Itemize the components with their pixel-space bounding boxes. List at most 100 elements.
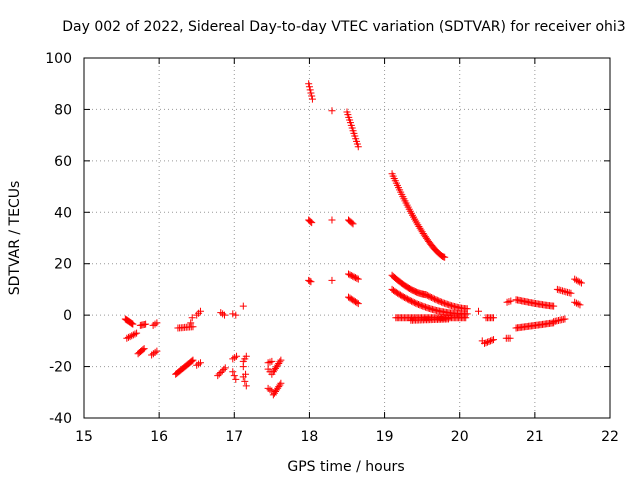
data-point xyxy=(462,314,470,322)
data-point xyxy=(196,307,204,315)
data-point xyxy=(151,348,159,356)
data-point xyxy=(348,219,356,227)
data-point xyxy=(149,350,157,358)
data-point xyxy=(239,373,247,381)
y-tick-label: -20 xyxy=(49,360,72,376)
data-point xyxy=(505,298,513,306)
data-point xyxy=(148,351,156,359)
data-point xyxy=(266,386,274,394)
data-point xyxy=(485,338,493,345)
data-point xyxy=(349,220,357,228)
data-point xyxy=(571,298,579,306)
data-point xyxy=(133,329,141,337)
y-tick-label: -40 xyxy=(49,411,72,427)
data-point xyxy=(219,310,227,318)
data-point xyxy=(422,291,430,299)
data-point xyxy=(425,292,433,300)
y-tick-label: 80 xyxy=(54,102,72,118)
data-point xyxy=(433,296,441,304)
data-point xyxy=(233,352,241,360)
data-point xyxy=(503,298,511,306)
data-point xyxy=(487,337,495,345)
data-point xyxy=(490,314,498,322)
data-point xyxy=(266,358,274,366)
data-point xyxy=(128,320,136,328)
data-point xyxy=(305,80,313,88)
data-point xyxy=(507,297,515,305)
x-tick-label: 17 xyxy=(225,429,243,445)
data-point xyxy=(218,367,226,375)
data-point xyxy=(354,300,362,308)
data-point xyxy=(506,334,514,342)
data-point xyxy=(242,382,250,390)
data-point xyxy=(151,320,159,328)
data-point xyxy=(414,221,422,229)
data-point xyxy=(354,275,362,283)
data-point xyxy=(432,296,440,304)
data-point xyxy=(308,92,316,100)
y-tick-labels: -40 -20 0 20 40 60 80 100 xyxy=(45,51,72,427)
y-tick-label: 0 xyxy=(63,308,72,324)
data-point xyxy=(481,339,489,347)
x-tick-label: 16 xyxy=(150,429,168,445)
data-point xyxy=(142,320,150,328)
data-point xyxy=(423,291,431,299)
data-point xyxy=(567,289,575,297)
chart-title: Day 002 of 2022, Sidereal Day-to-day VTE… xyxy=(62,19,625,35)
data-point xyxy=(230,372,238,380)
data-points xyxy=(121,80,585,399)
data-point xyxy=(444,315,452,323)
data-point xyxy=(441,253,449,261)
y-tick-label: 20 xyxy=(54,257,72,273)
data-point xyxy=(195,309,203,317)
data-point xyxy=(229,310,237,318)
data-point xyxy=(306,86,314,94)
x-tick-label: 20 xyxy=(451,429,469,445)
x-tick-labels: 15 16 17 18 19 20 21 22 xyxy=(75,429,619,445)
x-tick-label: 15 xyxy=(75,429,93,445)
data-point xyxy=(561,315,569,323)
data-point xyxy=(475,307,482,315)
data-point xyxy=(189,323,197,331)
data-point xyxy=(153,347,161,355)
data-point xyxy=(276,381,284,389)
data-point xyxy=(415,223,423,231)
x-tick-label: 22 xyxy=(601,429,619,445)
data-point xyxy=(242,352,250,360)
data-point xyxy=(488,336,496,344)
data-point xyxy=(490,336,498,344)
data-point xyxy=(574,300,582,308)
data-point xyxy=(124,333,132,341)
data-point xyxy=(139,346,147,354)
data-point xyxy=(231,354,239,362)
data-point xyxy=(276,358,284,366)
data-point xyxy=(308,95,316,103)
data-point xyxy=(268,357,276,365)
data-point xyxy=(232,375,240,383)
data-point xyxy=(435,297,443,305)
data-point xyxy=(354,143,362,151)
data-point xyxy=(576,278,584,286)
data-point xyxy=(577,279,585,287)
data-point xyxy=(126,333,134,341)
data-point xyxy=(430,295,438,303)
data-point xyxy=(328,276,336,284)
data-point xyxy=(221,311,229,319)
data-point xyxy=(221,364,229,372)
data-point xyxy=(308,219,316,227)
data-point xyxy=(428,294,436,302)
data-point xyxy=(128,332,136,340)
data-point xyxy=(264,359,272,367)
y-tick-label: 60 xyxy=(54,154,72,170)
data-point xyxy=(328,216,336,224)
data-point xyxy=(196,359,204,367)
y-tick-label: 40 xyxy=(54,205,72,221)
data-point xyxy=(129,320,137,328)
data-point xyxy=(229,368,237,376)
data-point xyxy=(239,363,247,371)
data-point xyxy=(440,299,448,307)
data-point xyxy=(188,314,196,322)
data-point xyxy=(131,330,139,338)
data-point xyxy=(239,302,247,310)
